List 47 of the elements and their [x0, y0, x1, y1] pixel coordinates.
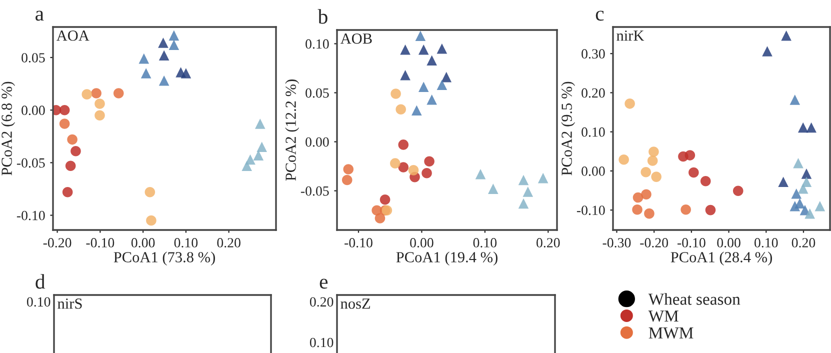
- chart-title: AOB: [340, 33, 372, 44]
- text: a: [36, 10, 44, 21]
- chart-title: AOA: [56, 30, 90, 41]
- y-tick-label: 0.10: [582, 127, 605, 137]
- x-axis-title: PCoA1 (73.8 %): [114, 252, 215, 266]
- y-tick-label: 0.00: [22, 106, 45, 116]
- y-tick-label: 0.05: [22, 53, 45, 63]
- y-tick-label: -0.10: [576, 206, 605, 216]
- x-tick-label: -0.10: [677, 238, 706, 248]
- text: nirS: [58, 298, 82, 309]
- x-tick-label: -0.30: [602, 238, 631, 248]
- x-tick-label: -0.10: [344, 238, 372, 248]
- y-tick-label: 0.00: [582, 166, 605, 176]
- text: d: [36, 274, 46, 289]
- y-tick-label: 0.00: [306, 137, 329, 147]
- x-tick-label: 0.00: [410, 238, 434, 248]
- x-tick-label: 0.20: [792, 238, 816, 248]
- y-tick-label: 0.10: [306, 39, 329, 49]
- text: c: [596, 10, 604, 21]
- y-tick-label: -0.05: [300, 186, 329, 196]
- text: b: [318, 9, 328, 24]
- x-tick-label: 0.10: [754, 238, 778, 248]
- y-axis-title: PCoA2 (9.5 %): [561, 82, 576, 176]
- x-tick-label: 0.00: [131, 238, 155, 248]
- x-axis-title: PCoA1 (28.4 %): [670, 252, 772, 266]
- x-tick-label: -0.10: [86, 238, 114, 248]
- y-axis-title: PCoA2 (6.8 %): [1, 82, 16, 176]
- y-tick-label: 0.20: [582, 88, 605, 98]
- y-axis-title: PCoA2 (12.2 %): [285, 80, 300, 181]
- y-tick-label: -0.05: [16, 158, 45, 168]
- x-axis-title: PCoA1 (19.4 %): [396, 252, 498, 266]
- y-tick-label: 0.05: [306, 88, 329, 98]
- text: e: [320, 278, 328, 289]
- y-tick-label: 0.30: [582, 49, 605, 59]
- x-tick-label: -0.20: [43, 238, 72, 248]
- x-tick-label: 0.10: [174, 238, 198, 248]
- chart-title: nirK: [616, 30, 644, 41]
- x-tick-label: 0.20: [536, 238, 560, 248]
- x-tick-label: -0.20: [640, 238, 668, 248]
- text: nosZ: [340, 298, 370, 309]
- y-tick-label: -0.10: [16, 210, 45, 220]
- legend-label: WM: [648, 310, 678, 322]
- x-tick-label: 0.00: [717, 238, 740, 248]
- legend-title: Wheat season: [648, 293, 740, 305]
- legend-label: MWM: [648, 328, 694, 339]
- x-tick-label: 0.20: [217, 238, 240, 248]
- x-tick-label: 0.10: [473, 238, 497, 248]
